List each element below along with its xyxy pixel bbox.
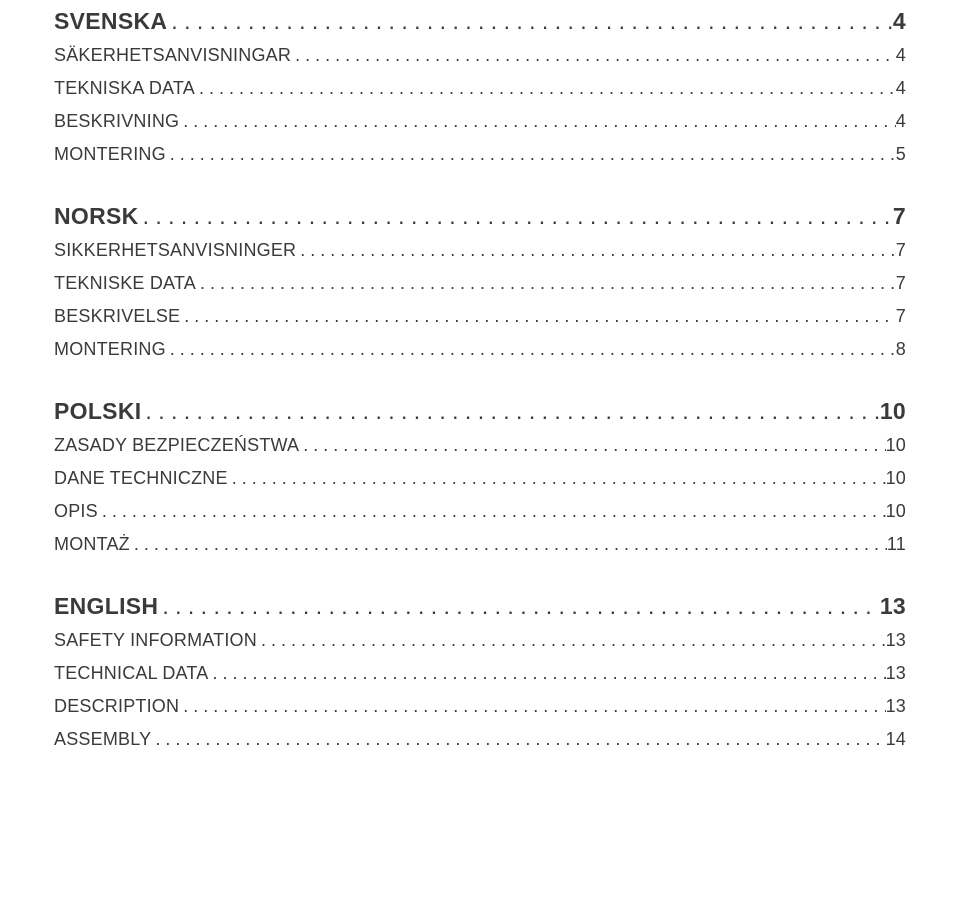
toc-dot-leader [158,593,879,620]
toc-dot-leader [228,468,886,489]
toc-item-row: MONTERING 8 [54,339,906,360]
toc-item-page: 10 [886,435,906,456]
toc-item-label: MONTAŻ [54,534,130,555]
toc-dot-leader [141,398,879,425]
toc-item-page: 4 [896,78,906,99]
toc-item-row: SAFETY INFORMATION 13 [54,630,906,651]
toc-heading-row: POLSKI 10 [54,398,906,425]
toc-item-row: BESKRIVELSE 7 [54,306,906,327]
toc-heading-label: POLSKI [54,398,141,425]
toc-dot-leader [296,240,896,261]
toc-item-row: BESKRIVNING 4 [54,111,906,132]
toc-heading-label: NORSK [54,203,139,230]
toc-item-page: 13 [886,630,906,651]
toc-item-label: OPIS [54,501,98,522]
toc-item-row: OPIS 10 [54,501,906,522]
toc-item-row: SIKKERHETSANVISNINGER 7 [54,240,906,261]
toc-item-row: DESCRIPTION 13 [54,696,906,717]
toc-heading-row: ENGLISH 13 [54,593,906,620]
toc-item-page: 13 [886,663,906,684]
toc-heading-row: SVENSKA 4 [54,8,906,35]
toc-dot-leader [130,534,887,555]
toc-item-row: TECHNICAL DATA 13 [54,663,906,684]
toc-item-row: DANE TECHNICZNE 10 [54,468,906,489]
toc-item-row: MONTERING 5 [54,144,906,165]
toc-dot-leader [179,696,885,717]
toc-item-page: 8 [896,339,906,360]
toc-item-page: 14 [886,729,906,750]
toc-item-label: MONTERING [54,339,166,360]
toc-item-page: 10 [886,468,906,489]
toc-heading-page: 4 [893,8,906,35]
toc-item-page: 10 [886,501,906,522]
toc-dot-leader [179,111,896,132]
toc-item-page: 7 [896,306,906,327]
toc-dot-leader [139,203,893,230]
toc-section-english: ENGLISH 13 SAFETY INFORMATION 13 TECHNIC… [54,593,906,750]
toc-item-label: DESCRIPTION [54,696,179,717]
toc-item-label: ASSEMBLY [54,729,151,750]
toc-heading-page: 13 [880,593,906,620]
toc-item-page: 4 [896,45,906,66]
toc-item-page: 13 [886,696,906,717]
toc-dot-leader [196,273,896,294]
toc-section-polski: POLSKI 10 ZASADY BEZPIECZEŃSTWA 10 DANE … [54,398,906,555]
toc-item-label: SAFETY INFORMATION [54,630,257,651]
toc-item-label: TEKNISKA DATA [54,78,195,99]
toc-dot-leader [257,630,886,651]
toc-page: SVENSKA 4 SÄKERHETSANVISNINGAR 4 TEKNISK… [0,0,960,750]
toc-item-page: 7 [896,240,906,261]
toc-item-label: SIKKERHETSANVISNINGER [54,240,296,261]
toc-dot-leader [208,663,885,684]
toc-dot-leader [195,78,896,99]
toc-heading-page: 10 [880,398,906,425]
toc-item-page: 5 [896,144,906,165]
toc-dot-leader [166,339,896,360]
toc-item-row: ASSEMBLY 14 [54,729,906,750]
toc-item-row: TEKNISKE DATA 7 [54,273,906,294]
toc-dot-leader [166,144,896,165]
toc-item-page: 11 [887,534,906,555]
toc-item-row: SÄKERHETSANVISNINGAR 4 [54,45,906,66]
toc-item-row: ZASADY BEZPIECZEŃSTWA 10 [54,435,906,456]
toc-heading-row: NORSK 7 [54,203,906,230]
toc-dot-leader [98,501,886,522]
toc-item-label: TEKNISKE DATA [54,273,196,294]
toc-dot-leader [151,729,885,750]
toc-item-label: ZASADY BEZPIECZEŃSTWA [54,435,299,456]
toc-dot-leader [299,435,885,456]
toc-item-label: BESKRIVNING [54,111,179,132]
toc-section-norsk: NORSK 7 SIKKERHETSANVISNINGER 7 TEKNISKE… [54,203,906,360]
toc-heading-page: 7 [893,203,906,230]
toc-section-svenska: SVENSKA 4 SÄKERHETSANVISNINGAR 4 TEKNISK… [54,8,906,165]
toc-item-label: SÄKERHETSANVISNINGAR [54,45,291,66]
toc-item-label: TECHNICAL DATA [54,663,208,684]
toc-item-label: DANE TECHNICZNE [54,468,228,489]
toc-item-label: MONTERING [54,144,166,165]
toc-item-label: BESKRIVELSE [54,306,180,327]
toc-heading-label: SVENSKA [54,8,167,35]
toc-item-row: MONTAŻ 11 [54,534,906,555]
toc-item-page: 4 [896,111,906,132]
toc-item-row: TEKNISKA DATA 4 [54,78,906,99]
toc-item-page: 7 [896,273,906,294]
toc-dot-leader [291,45,896,66]
toc-dot-leader [180,306,896,327]
toc-dot-leader [167,8,893,35]
toc-heading-label: ENGLISH [54,593,158,620]
